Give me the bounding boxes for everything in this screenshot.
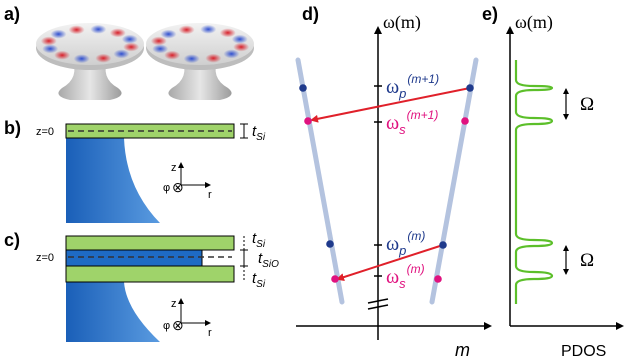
pump-dot-lower-left	[326, 240, 334, 248]
mode-right-lobe	[231, 34, 248, 44]
thickness-sub-b: Si	[256, 132, 266, 143]
axis-omega-m-e: ω(m)	[515, 12, 553, 33]
mode-pattern-left	[40, 24, 140, 64]
axis-phi-c: φ	[163, 320, 170, 332]
axis-phi-b: φ	[163, 182, 170, 194]
mode-left-lobe	[109, 28, 126, 38]
pump-dot-upper-right	[466, 84, 474, 92]
thickness-sub-si-bottom: Si	[256, 279, 266, 290]
mode-left-lobe	[95, 53, 112, 63]
svg-text:ωp(m): ωp(m)	[386, 229, 425, 258]
signal-dot-upper-left	[304, 117, 312, 125]
panel-a-label: a)	[4, 4, 20, 24]
pump-dot-lower-right	[439, 241, 447, 249]
thickness-marker-b	[240, 123, 248, 139]
mode-left-lobe	[42, 44, 59, 54]
svg-text:tSiO: tSiO	[258, 250, 279, 270]
mode-right-lobe	[178, 25, 195, 35]
svg-text:ωs(m): ωs(m)	[386, 262, 425, 291]
thickness-t-si-bottom: t	[252, 270, 257, 287]
coord-axes-c	[178, 298, 211, 326]
mode-left-lobe	[50, 29, 67, 39]
svg-text:tSi: tSi	[252, 230, 266, 250]
svg-text:tSi: tSi	[252, 270, 266, 290]
svg-text:tSi: tSi	[252, 123, 266, 143]
omega-s-lower-sub: s	[399, 276, 406, 291]
axis-omega-m-d: ω(m)	[383, 12, 421, 33]
omega-s-upper-sup: (m+1)	[407, 108, 439, 122]
thickness-sub-sio: SiO	[262, 259, 279, 270]
axes-e	[506, 26, 624, 330]
spacing-omega-lower: Ω	[580, 250, 594, 271]
thickness-t-b: t	[252, 123, 257, 140]
thickness-sub-si-top: Si	[256, 239, 266, 250]
thickness-t-si-top: t	[252, 230, 257, 247]
mode-left-lobe	[90, 24, 107, 34]
axes-d	[296, 26, 492, 340]
panel-d-label: d)	[302, 4, 319, 24]
omega-s-upper: ω	[386, 112, 399, 134]
omega-p-lower-sup: (m)	[407, 229, 425, 243]
thickness-markers-c	[240, 236, 248, 282]
mode-right-lobe	[160, 29, 177, 39]
mode-left-lobe	[113, 49, 130, 59]
mode-left-lobe	[40, 36, 57, 46]
mode-right-lobe	[223, 49, 240, 59]
omega-p-lower: ω	[386, 233, 399, 255]
mode-right-lobe	[183, 54, 200, 64]
mode-right-lobe	[205, 53, 222, 63]
signal-dot-lower-left	[331, 275, 339, 283]
mode-left-lobe	[68, 25, 85, 35]
axis-otimes-c: ⊗	[172, 317, 184, 333]
mode-right-lobe	[200, 24, 217, 34]
mode-right-lobe	[150, 36, 167, 46]
axis-otimes-b: ⊗	[172, 179, 184, 195]
mode-left-lobe	[123, 42, 140, 52]
omega-s-upper-sub: s	[399, 122, 406, 137]
lower-pair	[326, 240, 447, 283]
axis-pdos-e: PDOS	[561, 343, 606, 360]
cross-section-c	[65, 235, 235, 342]
pdos-curve	[514, 60, 554, 304]
signal-dot-upper-right	[461, 117, 469, 125]
axis-r-b: r	[208, 189, 212, 201]
svg-text:ωs(m+1): ωs(m+1)	[386, 108, 438, 137]
mode-right-lobe	[152, 44, 169, 54]
upper-pair	[299, 84, 474, 125]
omega-p-lower-sub: p	[398, 243, 406, 258]
axis-z-b: z	[171, 162, 177, 174]
axis-z-c: z	[171, 298, 177, 310]
dispersion-lines	[295, 57, 479, 305]
omega-p-upper-sub: p	[398, 86, 406, 101]
axis-m-d: m	[455, 340, 470, 360]
omega-s-lower: ω	[386, 266, 399, 288]
omega-s-lower-sup: (m)	[407, 262, 425, 276]
svg-text:ωp(m+1): ωp(m+1)	[386, 72, 439, 101]
axis-r-c: r	[208, 327, 212, 339]
mode-pattern-right	[150, 24, 250, 64]
mode-left-lobe	[54, 50, 71, 60]
omega-p-upper-sup: (m+1)	[407, 72, 439, 86]
panel-c-label: c)	[4, 230, 20, 250]
thickness-t-sio: t	[258, 250, 263, 267]
mode-right-lobe	[233, 42, 250, 52]
pump-dot-upper-left	[299, 84, 307, 92]
z0-label-c: z=0	[36, 252, 54, 264]
signal-dot-lower-right	[434, 275, 442, 283]
coord-axes-b	[178, 162, 211, 188]
mode-left-lobe	[121, 34, 138, 44]
panel-b-label: b)	[4, 118, 21, 138]
z0-label-b: z=0	[36, 126, 54, 138]
cross-section-b	[65, 123, 235, 223]
mode-left-lobe	[73, 54, 90, 64]
mode-right-lobe	[219, 28, 236, 38]
omega-p-upper: ω	[386, 76, 399, 98]
panel-e-label: e)	[482, 4, 498, 24]
spacing-omega-upper: Ω	[580, 94, 594, 115]
mode-right-lobe	[164, 50, 181, 60]
